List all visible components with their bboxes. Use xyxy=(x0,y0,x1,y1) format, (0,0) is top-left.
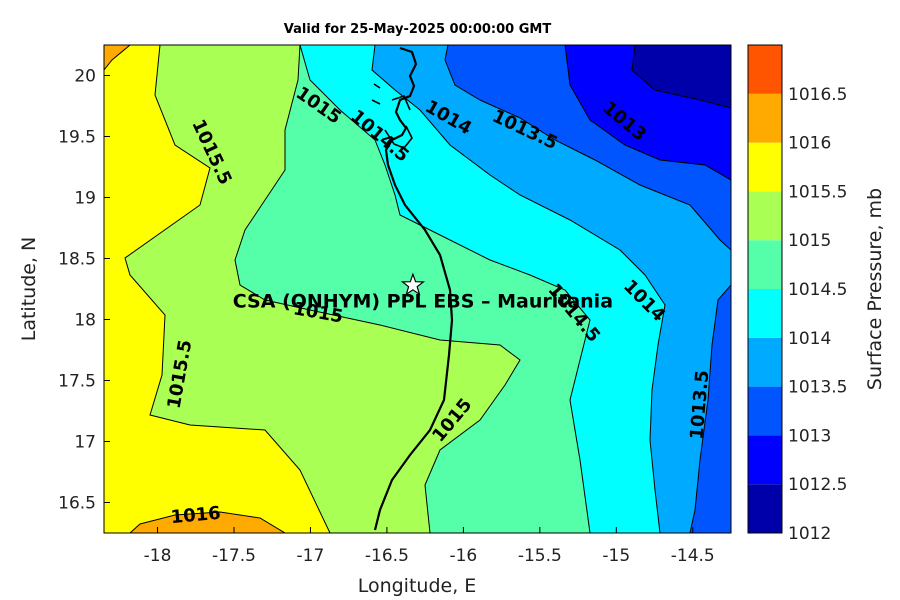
x-tick-label: -15.5 xyxy=(518,546,562,566)
y-tick-label: 18 xyxy=(74,311,96,331)
y-axis-ticks: 20 19.5 19 18.5 18 17.5 17 16.5 xyxy=(58,67,110,514)
x-tick-label: -16 xyxy=(449,546,477,566)
colorbar-tick-label: 1014.5 xyxy=(788,280,847,300)
colorbar-swatch xyxy=(748,191,782,241)
colorbar-label: Surface Pressure, mb xyxy=(864,188,886,390)
y-tick-label: 19 xyxy=(74,189,96,209)
colorbar-tick-label: 1012 xyxy=(788,524,831,544)
colorbar-swatch xyxy=(748,240,782,289)
colorbar-tick-label: 1012.5 xyxy=(788,475,847,495)
colorbar-swatch xyxy=(748,435,782,485)
x-tick-label: -16.5 xyxy=(365,546,409,566)
colorbar-swatch xyxy=(748,45,782,94)
x-axis-ticks: -18 -17.5 -17 -16.5 -16 -15.5 -15 -14.5 xyxy=(144,527,715,566)
colorbar-tick-label: 1015.5 xyxy=(788,182,847,202)
coastline xyxy=(373,46,454,531)
pressure-band-1016 xyxy=(129,511,286,533)
x-tick-label: -14.5 xyxy=(671,546,715,566)
x-axis-label: Longitude, E xyxy=(358,575,477,597)
colorbar-swatch xyxy=(748,289,782,338)
colorbar-swatch xyxy=(748,386,782,436)
colorbar-tick-label: 1015 xyxy=(788,231,831,251)
station-marker[interactable]: CSA (ONHYM) PPL EBS – Mauritania xyxy=(233,272,613,312)
pressure-band-1013 xyxy=(689,284,731,533)
pressure-band-1012 xyxy=(631,45,731,109)
contour-label: 1016 xyxy=(170,503,222,528)
y-tick-label: 17 xyxy=(74,433,96,453)
y-tick-label: 17.5 xyxy=(58,372,96,392)
coastline-islands xyxy=(371,83,413,149)
colorbar-tick-label: 1013.5 xyxy=(788,378,847,398)
x-tick-label: -17 xyxy=(297,546,325,566)
y-tick-label: 20 xyxy=(74,67,96,87)
colorbar-tick-label: 1016.5 xyxy=(788,85,847,105)
plot-title: Valid for 25-May-2025 00:00:00 GMT xyxy=(283,22,552,37)
colorbar-frame xyxy=(747,44,783,534)
x-tick-label: -17.5 xyxy=(212,546,256,566)
colorbar-tick-label: 1014 xyxy=(788,329,831,349)
x-tick-label: -18 xyxy=(144,546,172,566)
colorbar-swatch xyxy=(748,142,782,192)
y-tick-label: 16.5 xyxy=(58,494,96,514)
station-label: CSA (ONHYM) PPL EBS – Mauritania xyxy=(233,290,613,312)
plot-frame xyxy=(103,44,732,534)
y-axis-label: Latitude, N xyxy=(18,237,40,342)
colorbar-tick-label: 1013 xyxy=(788,426,831,446)
y-tick-label: 18.5 xyxy=(58,250,96,270)
colorbar: 1012 1012.5 1013 1013.5 1014 1014.5 1015 1015.5… xyxy=(747,44,847,544)
x-tick-label: -15 xyxy=(602,546,630,566)
colorbar-tick-label: 1016 xyxy=(788,134,831,154)
colorbar-swatch xyxy=(748,337,782,387)
star-icon[interactable] xyxy=(400,272,426,296)
pressure-band-1016 xyxy=(104,45,131,71)
colorbar-swatch xyxy=(748,484,782,533)
colorbar-swatch xyxy=(748,93,782,143)
y-tick-label: 19.5 xyxy=(58,128,96,148)
contour-map[interactable] xyxy=(104,45,731,533)
